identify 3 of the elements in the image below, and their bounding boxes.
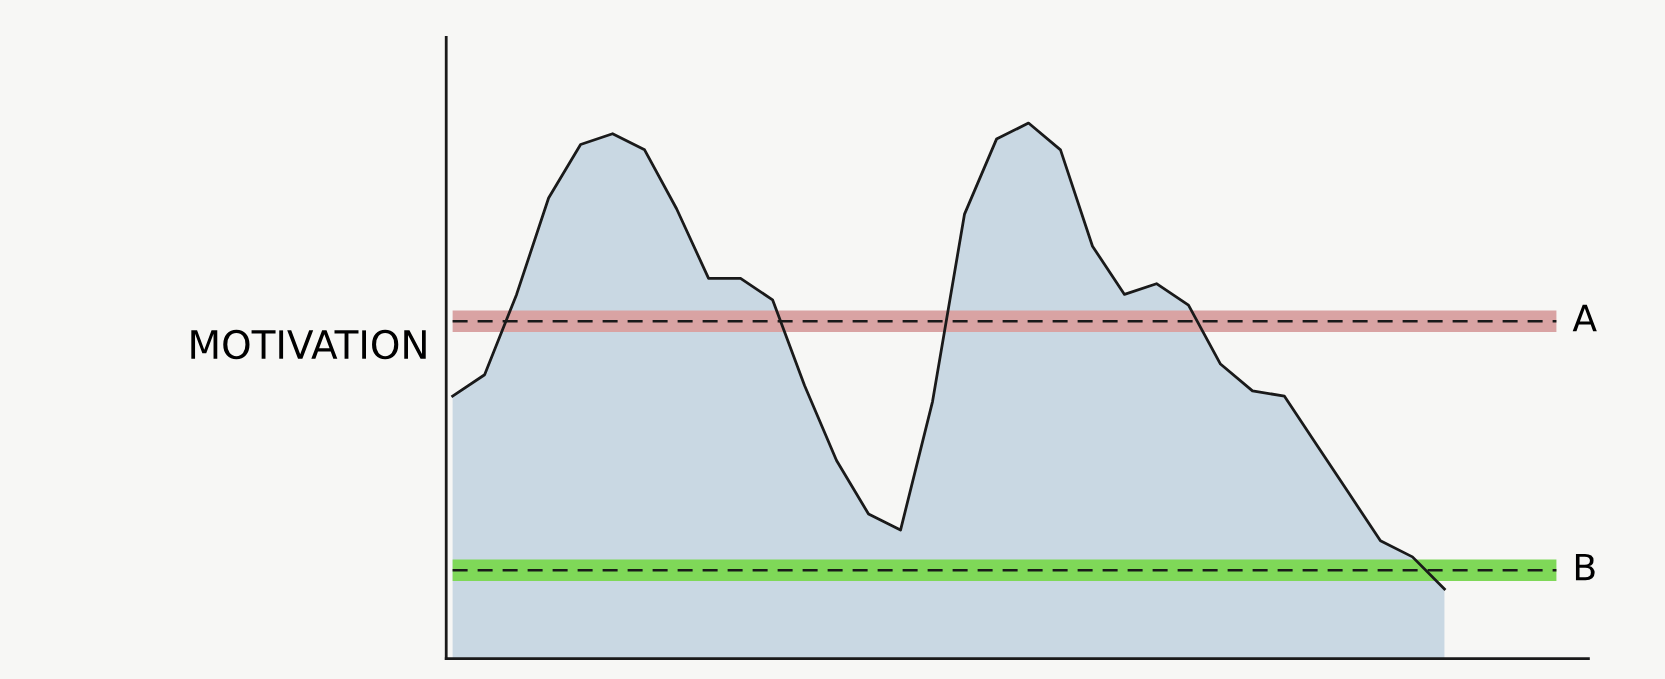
ref-line-label: B [1575, 553, 1595, 581]
y-axis-title: MOTIVATION [191, 329, 426, 360]
ref-line-label: A [1572, 304, 1597, 332]
